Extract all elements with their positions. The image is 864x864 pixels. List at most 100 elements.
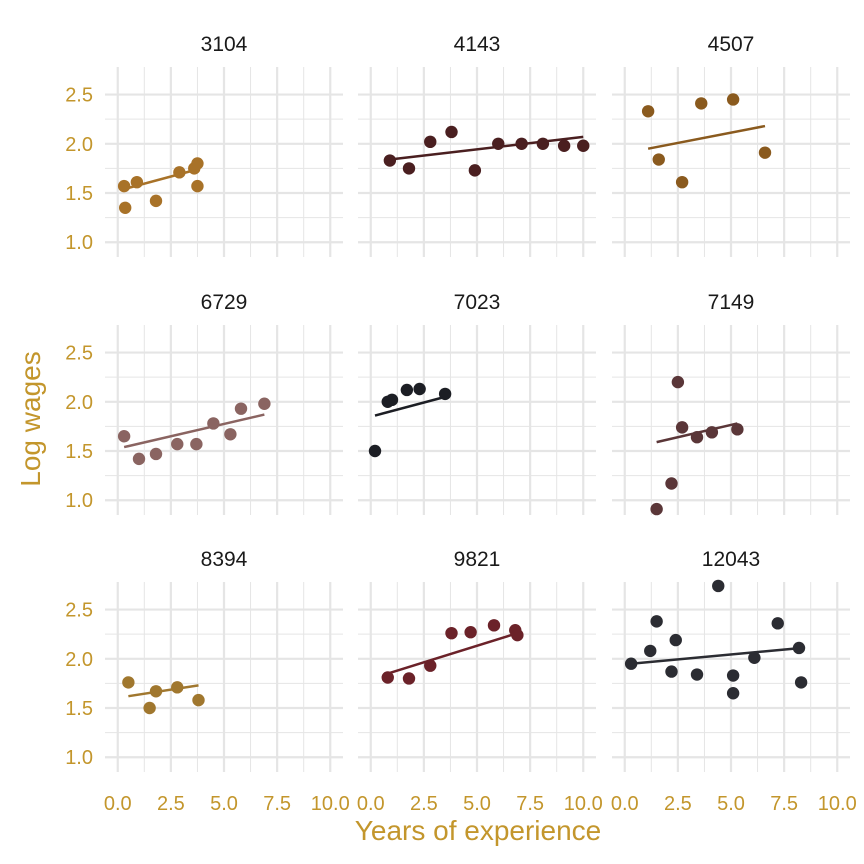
data-point xyxy=(464,626,477,639)
y-tick-label: 2.5 xyxy=(65,85,93,107)
x-tick-label: 7.5 xyxy=(263,793,291,815)
data-point xyxy=(515,137,528,150)
data-point xyxy=(669,633,682,647)
data-point xyxy=(117,430,131,443)
x-tick-label: 2.5 xyxy=(157,793,185,815)
panel-6729: 6729 1.0 1.5 2.0 2.5 xyxy=(65,291,343,515)
panel-title: 9821 xyxy=(454,548,501,571)
data-point xyxy=(650,615,663,628)
x-tick-label: 7.5 xyxy=(770,793,798,815)
data-point xyxy=(190,437,203,451)
x-tick-label: 7.5 xyxy=(516,793,544,815)
data-point xyxy=(149,194,163,208)
y-tick-label: 1.0 xyxy=(65,747,93,769)
data-point xyxy=(468,164,482,177)
panel-title: 4507 xyxy=(708,33,755,56)
data-point xyxy=(665,477,678,490)
y-tick-label: 2.5 xyxy=(65,600,93,622)
x-tick-label: 2.5 xyxy=(410,793,438,815)
data-point xyxy=(644,644,657,658)
y-tick-label: 1.5 xyxy=(65,441,93,463)
fit-line xyxy=(374,395,446,417)
data-point xyxy=(675,421,689,434)
data-point xyxy=(511,628,524,642)
x-tick-label: 0.0 xyxy=(104,793,132,815)
data-point xyxy=(122,676,135,689)
data-point xyxy=(690,431,704,444)
data-point xyxy=(118,201,132,214)
data-point xyxy=(748,651,761,665)
data-point xyxy=(191,179,204,193)
data-point xyxy=(650,502,663,516)
fit-line xyxy=(631,646,802,665)
x-tick-label: 10.0 xyxy=(818,793,857,815)
y-tick-label: 1.5 xyxy=(65,183,93,205)
data-point xyxy=(381,671,394,684)
data-point xyxy=(705,426,719,439)
fit-line xyxy=(387,631,518,675)
data-point xyxy=(690,668,704,681)
data-point xyxy=(675,175,689,189)
data-point xyxy=(731,423,744,436)
x-tick-label: 0.0 xyxy=(357,793,385,815)
data-point xyxy=(794,676,808,689)
x-tick-label: 5.0 xyxy=(717,793,745,815)
data-point xyxy=(192,693,205,707)
panel-12043: 12043 0.0 2.5 5.0 7.5 10.0 xyxy=(611,548,857,815)
y-tick-label: 1.0 xyxy=(65,232,93,254)
data-point xyxy=(438,387,452,401)
data-point xyxy=(191,157,204,170)
data-point xyxy=(726,687,740,700)
data-point xyxy=(792,641,806,655)
data-point xyxy=(130,175,144,189)
y-tick-label: 2.5 xyxy=(65,343,93,365)
data-point xyxy=(368,444,382,458)
data-point xyxy=(492,137,505,150)
data-point xyxy=(258,397,271,410)
data-point xyxy=(413,382,426,396)
x-axis-title: Years of experience xyxy=(355,815,601,846)
data-point xyxy=(671,375,685,389)
panel-title: 12043 xyxy=(702,548,760,571)
x-tick-label: 5.0 xyxy=(463,793,491,815)
fit-line xyxy=(647,124,766,150)
data-point xyxy=(173,166,186,179)
panel-title: 7149 xyxy=(708,291,755,314)
data-point xyxy=(445,125,458,139)
x-tick-label: 0.0 xyxy=(611,793,639,815)
data-point xyxy=(665,665,678,678)
fit-line xyxy=(128,684,199,698)
panels: 3104 1.0 1.5 2.0 2.5 4143 4507 6729 1.0 1.5 2.0 2.5… xyxy=(65,33,857,815)
data-point xyxy=(652,153,665,166)
data-point xyxy=(402,162,416,175)
y-axis-title: Log wages xyxy=(15,351,46,486)
x-tick-label: 5.0 xyxy=(210,793,238,815)
data-point xyxy=(171,681,184,694)
data-point xyxy=(424,135,437,149)
data-point xyxy=(171,437,184,451)
panel-title: 8394 xyxy=(201,548,248,571)
fit-line xyxy=(389,135,584,161)
panel-7149: 7149 xyxy=(612,291,850,516)
y-tick-label: 1.0 xyxy=(65,490,93,512)
panel-4507: 4507 xyxy=(612,33,850,257)
data-point xyxy=(117,179,131,193)
fit-line xyxy=(123,413,265,449)
data-point xyxy=(695,97,708,110)
y-tick-label: 2.0 xyxy=(65,134,93,156)
data-point xyxy=(771,617,784,630)
data-point xyxy=(383,154,397,167)
panel-title: 7023 xyxy=(454,291,501,314)
y-tick-label: 2.0 xyxy=(65,392,93,414)
data-point xyxy=(132,452,146,466)
data-point xyxy=(207,417,220,430)
panel-9821: 9821 0.0 2.5 5.0 7.5 10.0 xyxy=(357,548,603,815)
data-point xyxy=(577,139,590,152)
panel-title: 3104 xyxy=(201,33,248,56)
data-point xyxy=(424,659,437,672)
data-point xyxy=(536,137,550,150)
data-point xyxy=(224,428,237,441)
panel-7023: 7023 xyxy=(358,291,596,515)
data-point xyxy=(557,139,571,152)
